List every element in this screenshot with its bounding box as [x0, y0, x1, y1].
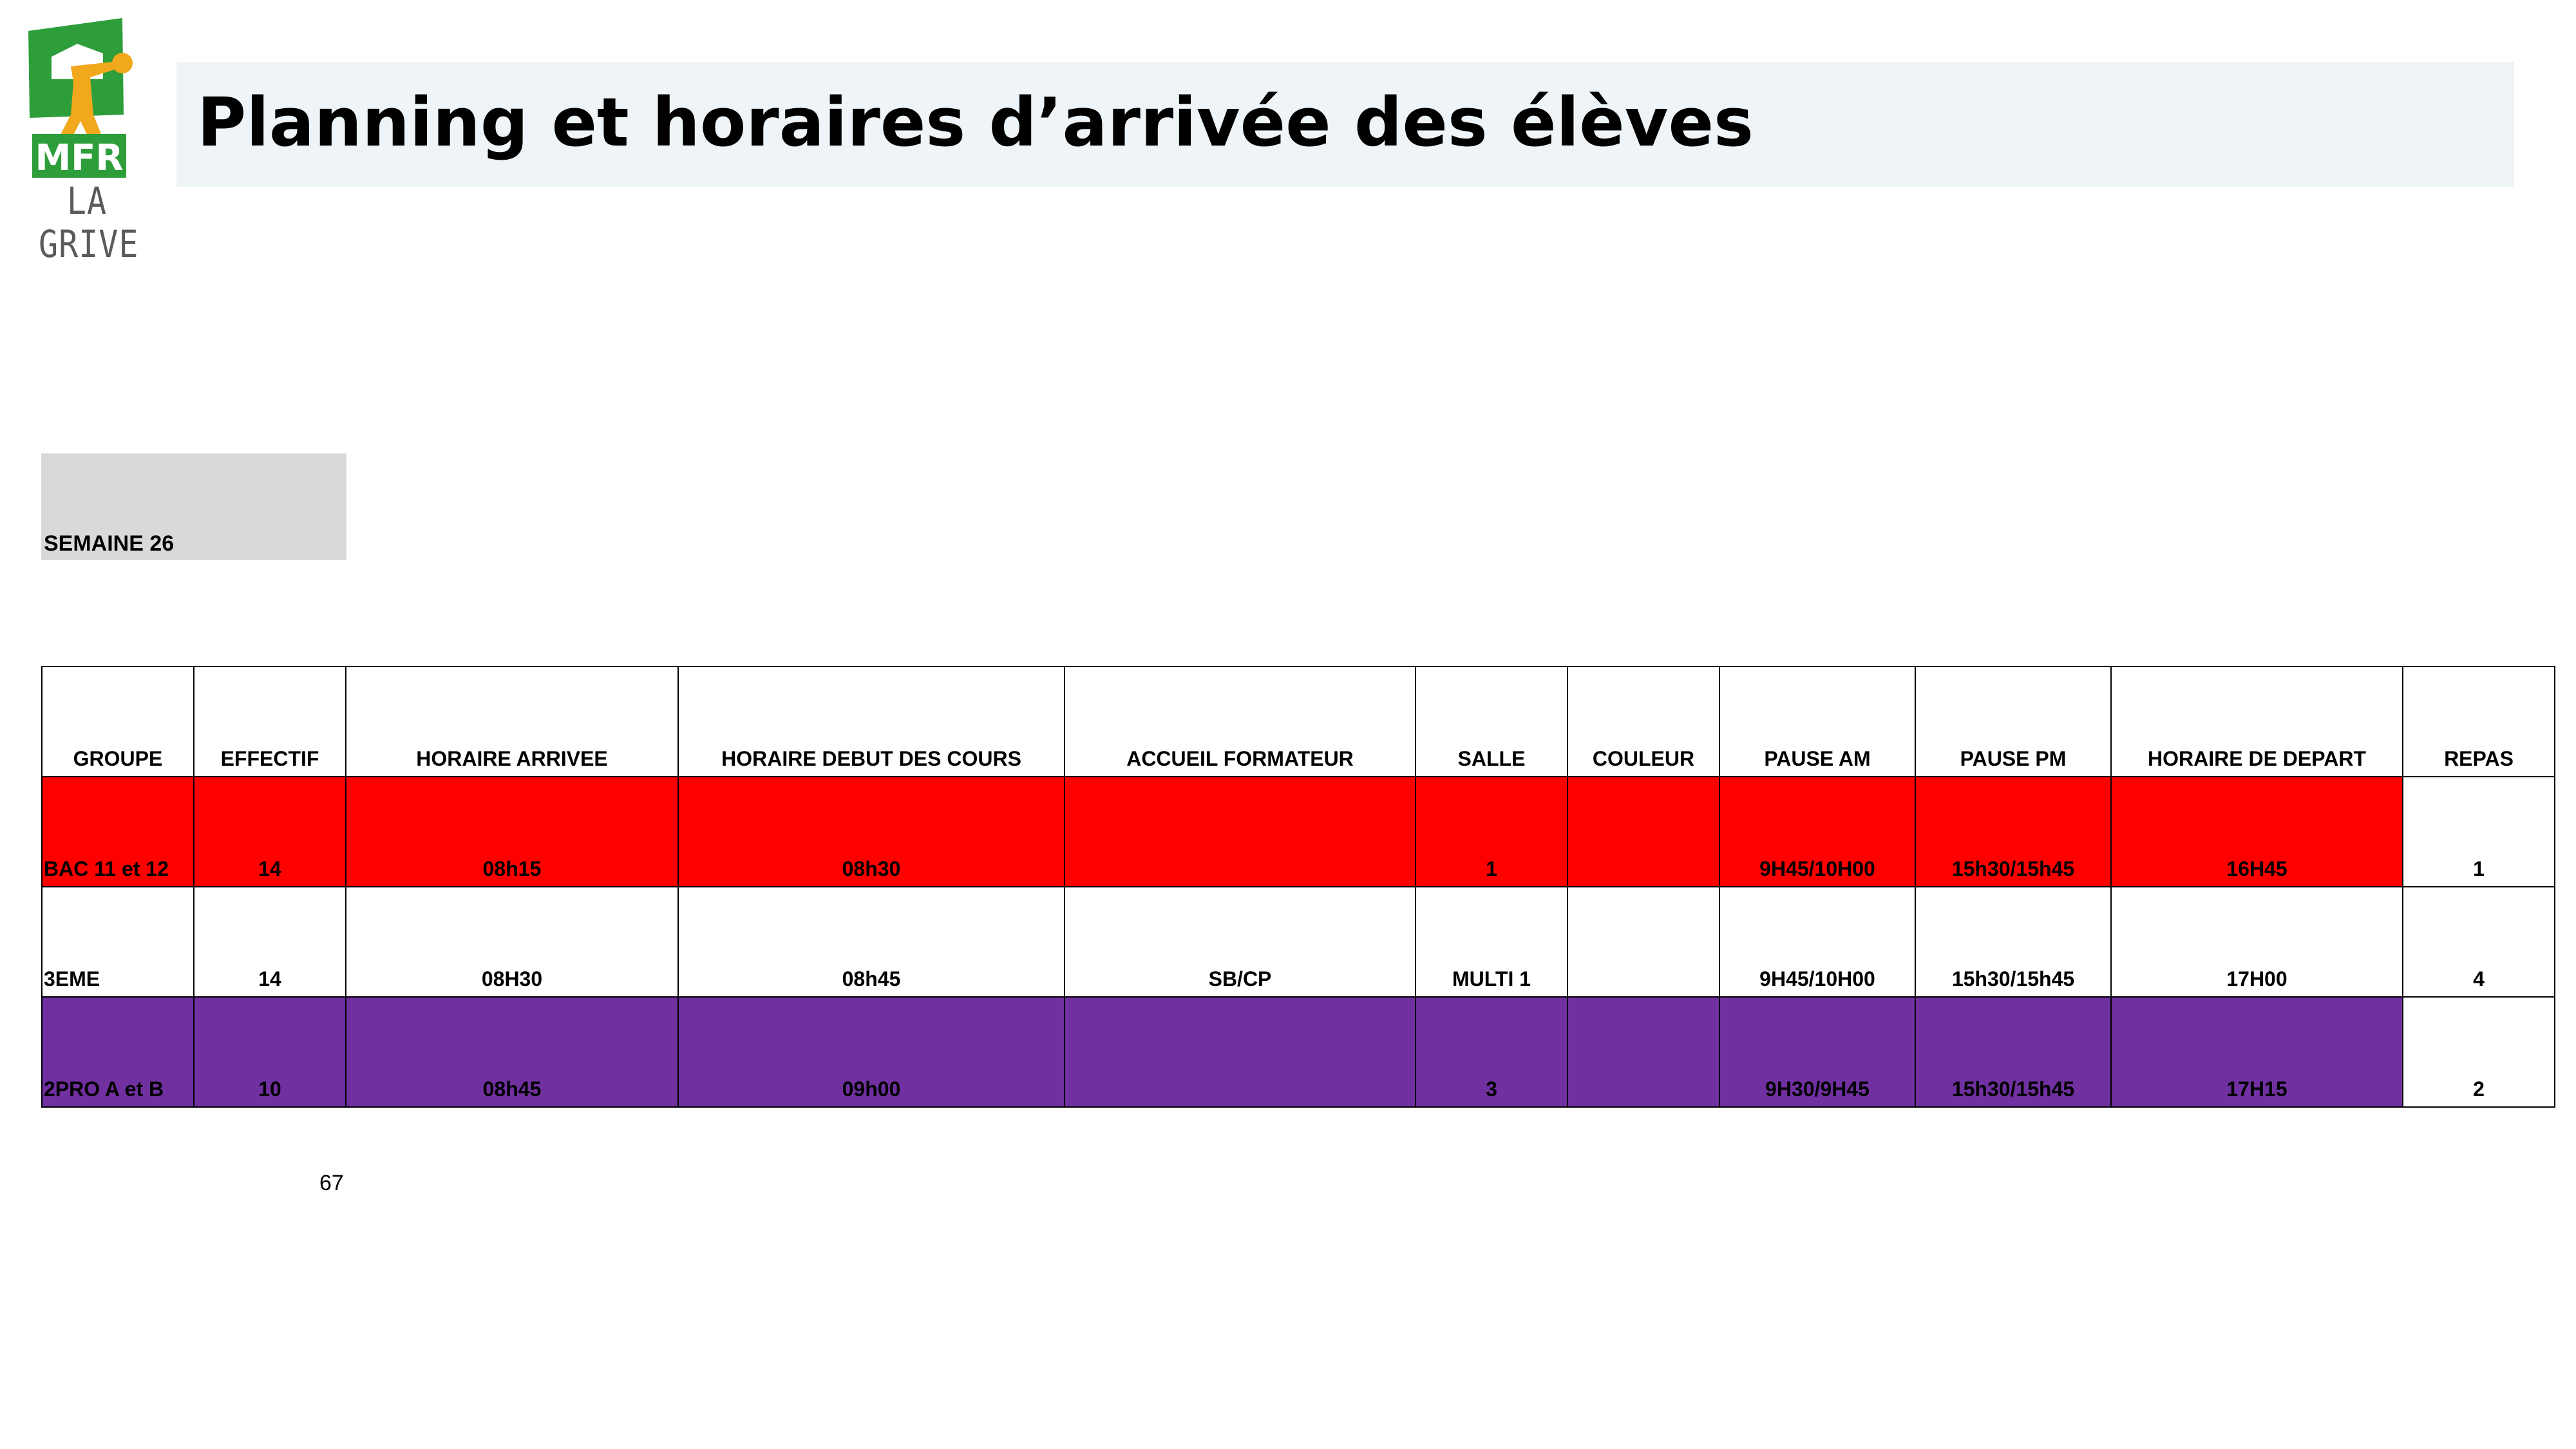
cell-pause-am: 9H45/10H00 — [1719, 776, 1916, 887]
cell-repas: 4 — [2402, 886, 2555, 998]
table-row: 2PRO A et B 10 08h45 09h00 3 9H30/9H45 1… — [41, 996, 2555, 1108]
header-groupe: GROUPE — [41, 666, 194, 777]
header-horaire-debut: HORAIRE DEBUT DES COURS — [677, 666, 1065, 777]
cell-accueil-formateur — [1064, 996, 1416, 1108]
cell-groupe: BAC 11 et 12 — [41, 776, 194, 887]
table-row: 3EME 14 08H30 08h45 SB/CP MULTI 1 9H45/1… — [41, 886, 2555, 998]
logo-subtitle: LA GRIVE — [39, 180, 139, 266]
cell-horaire-depart: 16H45 — [2110, 776, 2403, 887]
cell-effectif: 14 — [193, 886, 346, 998]
cell-accueil-formateur: SB/CP — [1064, 886, 1416, 998]
cell-horaire-arrivee: 08h15 — [345, 776, 679, 887]
planning-table: GROUPE EFFECTIF HORAIRE ARRIVEE HORAIRE … — [41, 666, 2555, 1108]
header-pause-am: PAUSE AM — [1719, 666, 1916, 777]
cell-groupe: 2PRO A et B — [41, 996, 194, 1108]
title-band: Planning et horaires d’arrivée des élève… — [176, 62, 2514, 187]
total-effectif: 67 — [319, 1171, 344, 1195]
week-box: SEMAINE 26 — [41, 453, 346, 560]
cell-couleur — [1567, 776, 1720, 887]
header-effectif: EFFECTIF — [193, 666, 346, 777]
logo-graphic: MFR — [28, 18, 133, 179]
week-label: SEMAINE 26 — [44, 531, 175, 556]
cell-horaire-arrivee: 08H30 — [345, 886, 679, 998]
table-row: BAC 11 et 12 14 08h15 08h30 1 9H45/10H00… — [41, 776, 2555, 887]
header-couleur: COULEUR — [1567, 666, 1720, 777]
header-accueil-formateur: ACCUEIL FORMATEUR — [1064, 666, 1416, 777]
cell-repas: 1 — [2402, 776, 2555, 887]
cell-accueil-formateur — [1064, 776, 1416, 887]
cell-salle: MULTI 1 — [1415, 886, 1568, 998]
cell-pause-am: 9H30/9H45 — [1719, 996, 1916, 1108]
cell-couleur — [1567, 886, 1720, 998]
cell-effectif: 10 — [193, 996, 346, 1108]
cell-horaire-debut: 08h45 — [677, 886, 1065, 998]
cell-pause-pm: 15h30/15h45 — [1915, 776, 2112, 887]
header-horaire-arrivee: HORAIRE ARRIVEE — [345, 666, 679, 777]
cell-horaire-depart: 17H15 — [2110, 996, 2403, 1108]
page-title: Planning et horaires d’arrivée des élève… — [197, 83, 1754, 162]
header-horaire-depart: HORAIRE DE DEPART — [2110, 666, 2403, 777]
logo-brand: MFR — [35, 137, 123, 179]
cell-pause-pm: 15h30/15h45 — [1915, 996, 2112, 1108]
header-salle: SALLE — [1415, 666, 1568, 777]
cell-salle: 1 — [1415, 776, 1568, 887]
cell-horaire-arrivee: 08h45 — [345, 996, 679, 1108]
table-header-row: GROUPE EFFECTIF HORAIRE ARRIVEE HORAIRE … — [41, 666, 2555, 777]
cell-repas: 2 — [2402, 996, 2555, 1108]
cell-salle: 3 — [1415, 996, 1568, 1108]
cell-horaire-debut: 09h00 — [677, 996, 1065, 1108]
cell-pause-pm: 15h30/15h45 — [1915, 886, 2112, 998]
cell-effectif: 14 — [193, 776, 346, 887]
header-pause-pm: PAUSE PM — [1915, 666, 2112, 777]
header-repas: REPAS — [2402, 666, 2555, 777]
cell-groupe: 3EME — [41, 886, 194, 998]
cell-pause-am: 9H45/10H00 — [1719, 886, 1916, 998]
cell-horaire-debut: 08h30 — [677, 776, 1065, 887]
mfr-logo: MFR LA GRIVE — [26, 18, 138, 266]
cell-couleur — [1567, 996, 1720, 1108]
cell-horaire-depart: 17H00 — [2110, 886, 2403, 998]
